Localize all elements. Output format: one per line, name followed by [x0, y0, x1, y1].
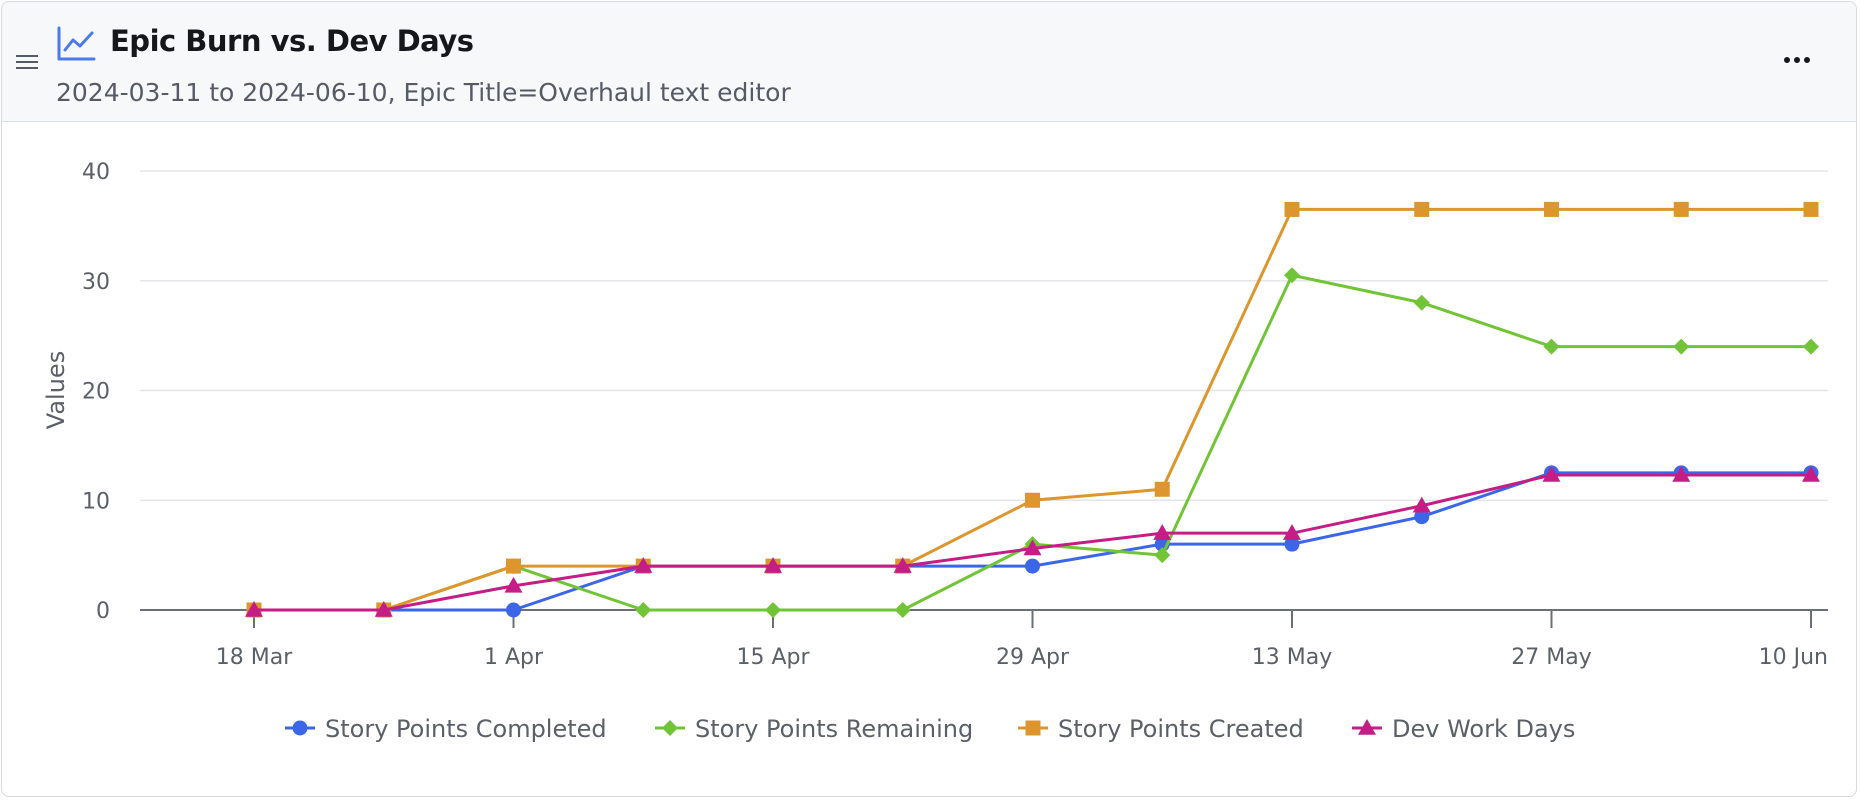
y-tick-label: 30 — [82, 270, 110, 295]
data-point — [506, 558, 521, 574]
data-point — [1542, 466, 1561, 482]
x-tick-label: 29 Apr — [996, 645, 1070, 670]
data-point — [1413, 294, 1430, 311]
data-point — [1803, 338, 1819, 355]
axes: 0 10 20 30 40 18 Mar 1 Apr 15 Apr 29 Apr 13 May 27… — [82, 160, 1828, 670]
data-point — [764, 557, 782, 573]
data-point — [1284, 536, 1300, 552]
legend-marker — [1025, 720, 1041, 736]
series-group — [245, 201, 1820, 618]
data-point — [1025, 492, 1040, 508]
data-point — [1673, 201, 1689, 217]
card-header: Epic Burn vs. Dev Days 2024-03-11 to 202… — [2, 2, 1856, 122]
more-horizontal-icon — [1784, 57, 1790, 63]
y-tick-label: 10 — [82, 489, 110, 514]
data-point — [765, 602, 781, 618]
data-point — [504, 576, 523, 593]
legend-item: Story Points Created — [1018, 715, 1304, 743]
x-tick-label: 1 Apr — [484, 645, 544, 670]
y-tick-label: 0 — [96, 599, 110, 624]
data-point — [893, 557, 912, 573]
data-point — [374, 601, 393, 617]
chart-title: Epic Burn vs. Dev Days — [110, 24, 474, 58]
x-tick-label: 27 May — [1511, 645, 1591, 670]
data-point — [1153, 524, 1172, 540]
legend-item: Story Points Remaining — [655, 715, 973, 743]
legend-label: Story Points Completed — [325, 715, 607, 743]
more-options-button[interactable] — [1782, 50, 1822, 78]
x-tick-label: 13 May — [1252, 645, 1332, 670]
data-point — [1025, 558, 1040, 574]
data-point — [1154, 547, 1171, 564]
y-tick-label: 40 — [82, 160, 110, 185]
legend-label: Story Points Remaining — [695, 715, 973, 743]
data-point — [1673, 338, 1690, 355]
legend-item: Dev Work Days — [1352, 715, 1575, 743]
y-axis-label: Values — [42, 351, 70, 429]
legend-label: Story Points Created — [1058, 715, 1304, 743]
chart-subtitle: 2024-03-11 to 2024-06-10, Epic Title=Ove… — [56, 78, 791, 107]
data-point — [1414, 201, 1430, 217]
data-point — [1412, 496, 1431, 513]
legend-marker — [1358, 719, 1376, 735]
data-point — [1284, 201, 1300, 217]
data-point — [506, 602, 521, 618]
data-point — [1544, 201, 1559, 217]
data-point — [1283, 524, 1301, 540]
data-point — [635, 602, 652, 618]
data-point — [1023, 539, 1042, 556]
hamburger-icon[interactable] — [16, 52, 38, 70]
legend-marker — [292, 720, 308, 736]
x-tick-label: 18 Mar — [216, 645, 293, 670]
legend-label: Dev Work Days — [1392, 715, 1575, 743]
legend: Story Points Completed Story Points Remai… — [285, 715, 1575, 743]
series-dev-work-days — [245, 466, 1820, 617]
x-tick-label: 15 Apr — [736, 645, 810, 670]
legend-marker — [662, 720, 678, 736]
y-tick-label: 20 — [82, 380, 110, 405]
data-point — [1414, 509, 1430, 525]
x-tick-label: 10 Jun — [1759, 645, 1828, 670]
grid-lines — [140, 170, 1828, 501]
legend-item: Story Points Completed — [285, 715, 607, 743]
data-point — [1284, 267, 1300, 284]
data-point — [894, 602, 911, 618]
data-point — [1802, 466, 1820, 482]
data-point — [245, 601, 263, 617]
data-point — [1803, 201, 1819, 217]
data-point — [1154, 481, 1170, 497]
line-chart-icon — [57, 26, 96, 61]
data-point — [634, 557, 653, 573]
data-point — [1543, 338, 1560, 355]
data-point — [1672, 466, 1691, 482]
